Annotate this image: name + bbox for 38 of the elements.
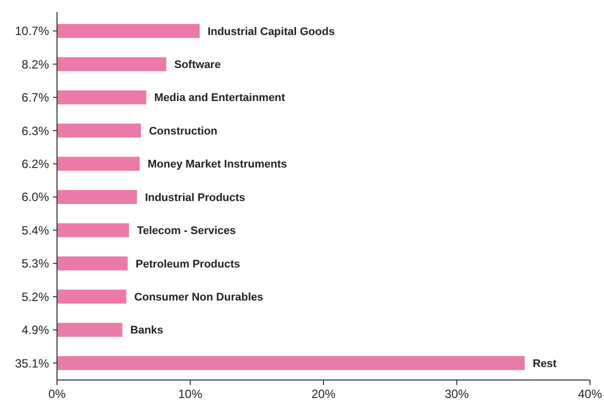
y-tick-label: 6.0% — [22, 190, 50, 204]
bar — [57, 90, 146, 104]
x-tick-label: 40% — [578, 387, 602, 401]
bar — [57, 124, 141, 138]
bar — [57, 322, 122, 337]
data-label: Media and Entertainment — [154, 92, 286, 104]
data-label: Petroleum Products — [136, 258, 240, 270]
data-label: Industrial Products — [144, 192, 246, 204]
bar — [57, 190, 137, 204]
x-tick-label: 0% — [48, 387, 66, 401]
bar — [57, 223, 129, 238]
data-label: Construction — [148, 125, 218, 138]
data-label: Rest — [532, 358, 557, 370]
data-label: Money Market Instruments — [148, 158, 287, 171]
data-label: Software — [174, 59, 221, 71]
bar — [57, 290, 126, 304]
bar — [57, 356, 525, 370]
bar — [57, 57, 166, 72]
data-label: Industrial Capital Goods — [208, 26, 335, 38]
data-label: Consumer Non Durables — [134, 291, 264, 304]
y-tick-label: 6.2% — [22, 156, 50, 171]
y-tick-label: 35.1% — [14, 356, 50, 370]
x-tick-label: 30% — [444, 387, 470, 401]
y-tick-label: 8.2% — [22, 57, 50, 72]
y-tick-label: 5.2% — [22, 290, 50, 304]
bar — [57, 24, 200, 38]
bar — [57, 156, 140, 171]
y-tick-label: 10.7% — [14, 24, 50, 38]
x-tick-label: 10% — [178, 387, 203, 401]
y-tick-label: 6.7% — [22, 90, 50, 105]
y-tick-label: 6.3% — [22, 124, 50, 138]
y-tick-label: 5.4% — [22, 223, 50, 238]
data-label: Telecom - Services — [136, 225, 236, 238]
y-tick-label: 4.9% — [22, 323, 50, 338]
y-tick-label: 5.3% — [22, 256, 50, 271]
bar — [57, 256, 128, 270]
data-label: Banks — [130, 324, 164, 337]
x-tick-label: 20% — [311, 387, 336, 401]
